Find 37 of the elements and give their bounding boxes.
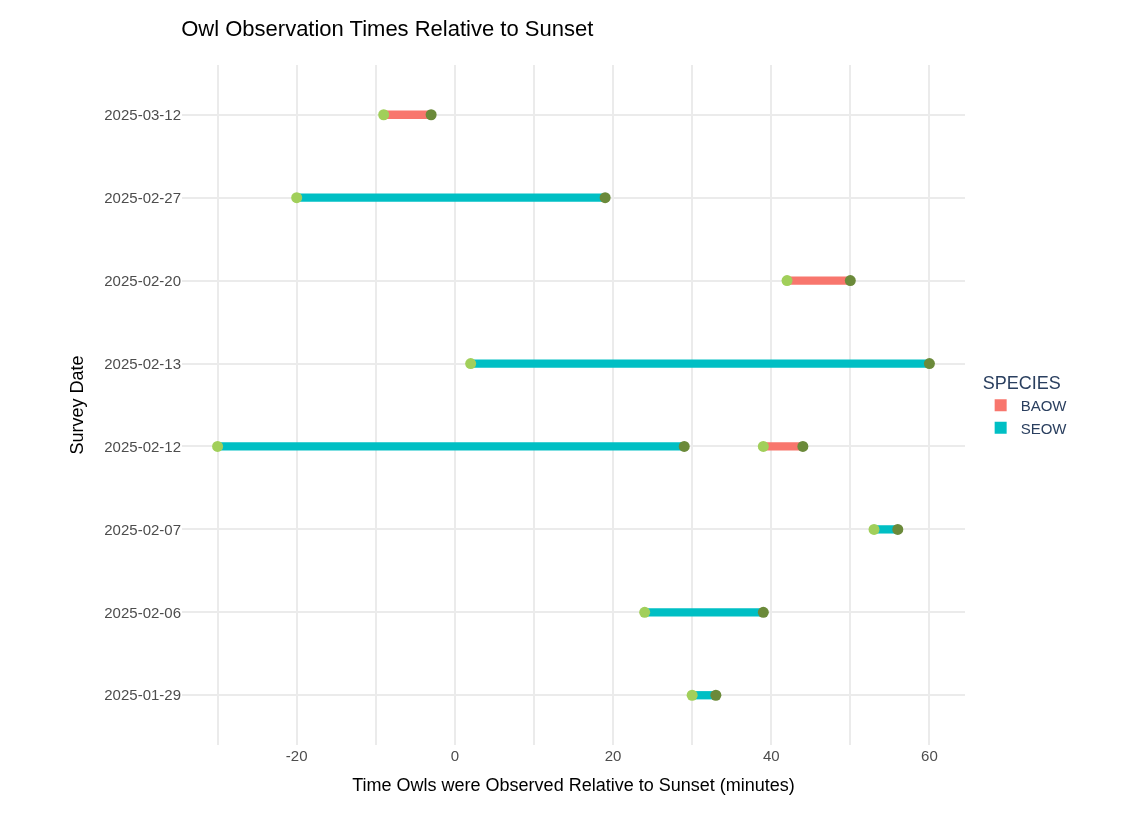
point [212,440,224,452]
point [757,606,769,618]
x-tick-label: 60 [921,747,938,764]
y-tick-label: 2025-03-12 [104,106,181,124]
point [923,358,935,370]
y-tick-label: 2025-02-20 [104,271,181,289]
point [291,192,303,204]
y-tick-label: 2025-02-06 [104,603,181,621]
y-tick-label: 2025-02-27 [104,188,181,206]
x-tick-label: 0 [450,747,460,764]
point [844,275,856,287]
point [678,440,690,452]
y-tick-label: 2025-01-29 [104,686,181,704]
point [425,109,437,121]
y-axis-title: Survey Date [67,355,88,455]
x-tick-label: 20 [604,747,622,764]
point [710,689,722,701]
x-tick-label: -20 [285,747,308,764]
point [797,440,809,452]
legend-label: SEOW [1020,419,1068,437]
x-tick-label: 40 [762,747,780,764]
point [892,523,904,535]
point [757,440,769,452]
point [781,275,793,287]
point [465,358,477,370]
y-tick-label: 2025-02-07 [104,520,181,538]
legend-label: BAOW [1020,397,1068,414]
point [686,689,698,701]
y-tick-label: 2025-02-13 [104,354,181,372]
chart-title: Owl Observation Times Relative to Sunset [181,15,594,41]
point [599,192,611,204]
point [378,109,390,121]
legend-title: SPECIES [982,372,1061,393]
point [639,606,651,618]
point [868,523,880,535]
y-tick-label: 2025-02-12 [104,437,181,455]
x-axis-title: Time Owls were Observed Relative to Sunset (minutes) [352,775,795,796]
